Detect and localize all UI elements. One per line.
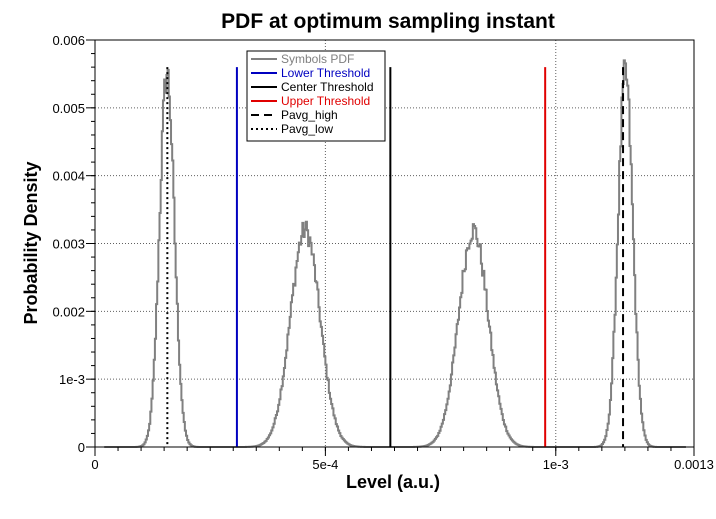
x-tick-label: 0.0013 (674, 457, 714, 472)
y-tick-label: 0.006 (52, 33, 85, 48)
axes: 0 5e-4 1e-3 0.0013 0 1e-3 0.002 0.003 0.004 0.005… (52, 33, 713, 472)
x-axis-label: Level (a.u.) (346, 472, 440, 492)
legend-label-pavg-high: Pavg_high (281, 108, 338, 122)
plot-area-frame (94, 39, 695, 448)
symbols-pdf-curve (104, 59, 686, 448)
y-tick-label: 0 (78, 440, 85, 455)
legend-label-pavg-low: Pavg_low (281, 122, 333, 136)
legend-label-center-threshold: Center Threshold (281, 80, 374, 94)
x-tick-label: 1e-3 (543, 457, 569, 472)
chart-title: PDF at optimum sampling instant (221, 10, 555, 33)
legend-box (246, 50, 386, 142)
y-tick-label: 0.002 (52, 304, 85, 319)
y-axis-label: Probability Density (21, 161, 41, 324)
y-tick-label: 0.003 (52, 237, 85, 252)
x-tick-label: 0 (91, 457, 98, 472)
grid-lines (95, 40, 694, 447)
y-tick-label: 0.004 (52, 169, 85, 184)
legend-label-upper-threshold: Upper Threshold (281, 94, 370, 108)
y-tick-label: 0.005 (52, 101, 85, 116)
y-tick-label: 1e-3 (59, 372, 85, 387)
x-tick-label: 5e-4 (312, 457, 338, 472)
legend-label-lower-threshold: Lower Threshold (281, 66, 370, 80)
legend-label-symbols-pdf: Symbols PDF (281, 52, 354, 66)
series-symbols-pdf (104, 59, 686, 448)
threshold-lines (166, 67, 625, 447)
